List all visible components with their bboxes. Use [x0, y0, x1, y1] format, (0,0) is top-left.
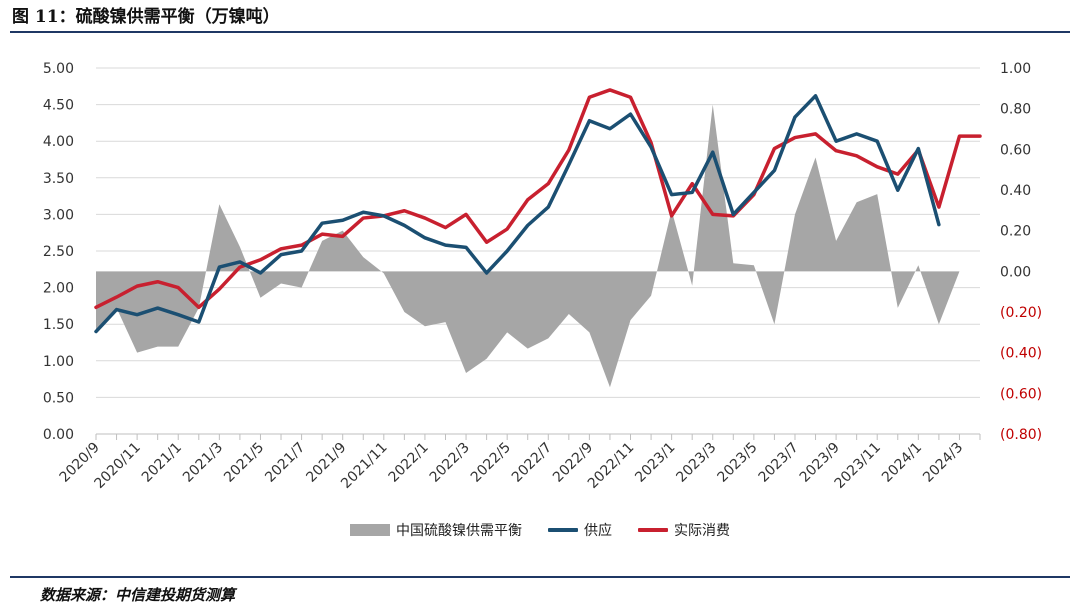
x-axis-tick-label: 2023/5 — [715, 440, 761, 486]
chart-legend: 中国硫酸镍供需平衡 供应 实际消费 — [0, 520, 1080, 540]
left-axis-tick-label: 5.00 — [43, 61, 74, 77]
left-axis-tick-label: 4.00 — [43, 134, 74, 150]
legend-label-supply: 供应 — [584, 523, 612, 539]
x-axis-tick-label: 2021/7 — [262, 440, 308, 486]
left-axis-tick-label: 0.50 — [43, 390, 74, 406]
x-axis-tick-label: 2022/3 — [427, 440, 473, 486]
legend-item-consumption: 实际消费 — [638, 520, 730, 540]
x-axis-tick-label: 2022/1 — [386, 440, 432, 486]
axes — [95, 433, 981, 440]
x-axis-tick-label: 2021/5 — [221, 440, 267, 486]
right-axis-tick-label: 0.60 — [1000, 142, 1031, 158]
bottom-rule — [10, 576, 1070, 578]
balance-area-series — [96, 104, 960, 388]
x-axis-tick-label: 2023/7 — [756, 440, 802, 486]
legend-label-balance: 中国硫酸镍供需平衡 — [396, 523, 522, 539]
right-axis-tick-label: 0.00 — [1000, 264, 1031, 280]
left-axis-tick-label: 4.50 — [43, 98, 74, 114]
left-axis-tick-label: 3.00 — [43, 207, 74, 223]
x-axis-tick-label: 2023/3 — [673, 440, 719, 486]
legend-swatch-consumption — [638, 528, 668, 532]
left-axis-tick-label: 1.50 — [43, 317, 74, 333]
left-axis-tick-label: 2.00 — [43, 281, 74, 297]
right-axis-tick-label: 0.20 — [1000, 224, 1031, 240]
top-rule — [10, 31, 1070, 33]
supply-line — [94, 94, 941, 334]
line-series — [94, 88, 982, 334]
balance-area — [96, 104, 960, 388]
right-axis-tick-label: (0.80) — [1000, 427, 1042, 443]
left-axis-tick-label: 2.50 — [43, 244, 74, 260]
x-axis-tick-label: 2021/3 — [180, 440, 226, 486]
figure-title: 图 11：硫酸镍供需平衡（万镍吨） — [12, 7, 280, 27]
consumption-line — [94, 88, 982, 310]
legend-swatch-balance — [350, 524, 390, 536]
legend-swatch-supply — [548, 528, 578, 532]
right-axis-tick-label: (0.20) — [1000, 305, 1042, 321]
x-axis-tick-label: 2021/1 — [139, 440, 185, 486]
right-axis-tick-label: 0.40 — [1000, 183, 1031, 199]
x-axis-tick-label: 2024/3 — [920, 440, 966, 486]
legend-label-consumption: 实际消费 — [674, 523, 730, 539]
right-axis-tick-label: (0.60) — [1000, 386, 1042, 402]
left-axis-tick-label: 3.50 — [43, 171, 74, 187]
left-axis-tick-label: 0.00 — [43, 427, 74, 443]
legend-item-balance: 中国硫酸镍供需平衡 — [350, 520, 522, 540]
right-axis-tick-label: 1.00 — [1000, 61, 1031, 77]
supply-demand-chart: 5.00 4.50 4.00 3.50 3.00 2.50 2.00 1.50 1.00 0.50… — [43, 61, 1042, 492]
x-axis-tick-label: 2022/5 — [468, 440, 514, 486]
legend-item-supply: 供应 — [548, 520, 612, 540]
right-axis-tick-label: (0.40) — [1000, 346, 1042, 362]
x-axis-tick-label: 2022/7 — [509, 440, 555, 486]
right-axis-tick-label: 0.80 — [1000, 102, 1031, 118]
x-axis-tick-label: 2024/1 — [879, 440, 925, 486]
x-axis-tick-label: 2023/1 — [632, 440, 678, 486]
data-source-note: 数据来源：中信建投期货测算 — [40, 586, 236, 604]
left-axis-tick-label: 1.00 — [43, 354, 74, 370]
